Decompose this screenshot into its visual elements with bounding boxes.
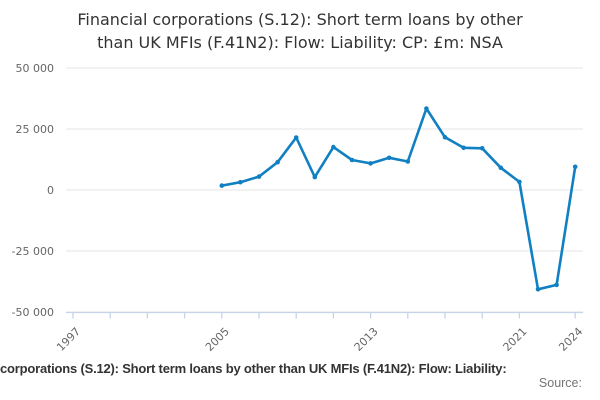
data-point[interactable] xyxy=(256,174,262,179)
data-point[interactable] xyxy=(479,146,485,151)
y-tick-label: 25 000 xyxy=(16,123,55,136)
data-point[interactable] xyxy=(442,135,448,140)
chart-title: Financial corporations (S.12): Short ter… xyxy=(0,8,600,54)
data-point[interactable] xyxy=(293,135,299,140)
data-point[interactable] xyxy=(275,159,280,165)
footer-caption: corporations (S.12): Short term loans by… xyxy=(0,361,507,376)
data-point[interactable] xyxy=(517,179,522,185)
x-tick-label: 2021 xyxy=(501,325,530,354)
x-tick-label: 1997 xyxy=(54,325,83,354)
data-point[interactable] xyxy=(535,287,541,292)
x-tick-label: 2013 xyxy=(352,325,381,354)
data-point[interactable] xyxy=(331,144,336,150)
data-point[interactable] xyxy=(368,161,373,166)
data-point[interactable] xyxy=(461,145,466,151)
y-tick-label: -25 000 xyxy=(12,245,54,258)
data-point[interactable] xyxy=(405,159,411,164)
y-tick-label: 0 xyxy=(47,184,54,197)
source-label: Source: xyxy=(538,376,582,390)
data-point[interactable] xyxy=(219,183,225,188)
data-point[interactable] xyxy=(238,179,243,185)
data-point[interactable] xyxy=(312,174,318,180)
chart-title-line2: than UK MFIs (F.41N2): Flow: Liability: … xyxy=(97,33,503,52)
chart-title-line1: Financial corporations (S.12): Short ter… xyxy=(77,10,523,29)
data-point[interactable] xyxy=(498,165,504,171)
data-point[interactable] xyxy=(424,106,429,111)
data-point[interactable] xyxy=(349,157,355,163)
x-tick-label: 2005 xyxy=(203,325,232,354)
x-tick-label: 2024 xyxy=(556,325,585,354)
y-tick-label: 50 000 xyxy=(16,62,55,75)
data-point[interactable] xyxy=(386,155,392,161)
y-tick-label: -50 000 xyxy=(12,306,54,319)
data-line xyxy=(220,107,577,291)
data-point[interactable] xyxy=(572,164,578,170)
data-point[interactable] xyxy=(554,282,559,288)
